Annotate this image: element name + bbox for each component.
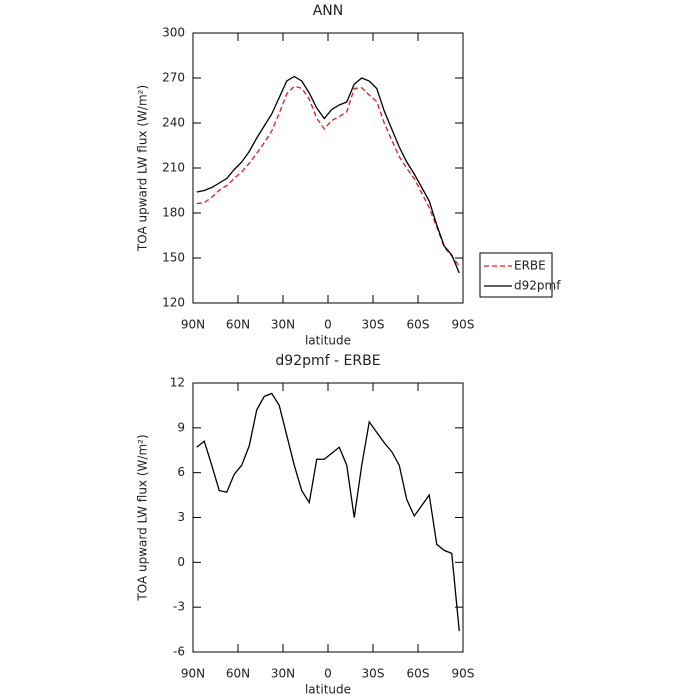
legend-label: d92pmf xyxy=(514,279,561,293)
x-tick-label: 60N xyxy=(226,667,250,681)
x-tick-label: 0 xyxy=(324,318,332,332)
x-tick-label: 30S xyxy=(362,318,385,332)
x-tick-label: 30N xyxy=(271,318,295,332)
y-tick-label: 9 xyxy=(177,420,185,434)
x-tick-label: 90N xyxy=(181,318,205,332)
y-tick-label: -3 xyxy=(173,600,185,614)
chart-title: ANN xyxy=(313,3,344,19)
chart-title: d92pmf - ERBE xyxy=(275,353,380,369)
series-line xyxy=(196,75,460,274)
x-tick-label: 0 xyxy=(324,667,332,681)
x-tick-label: 30S xyxy=(362,667,385,681)
y-tick-label: 120 xyxy=(162,296,185,310)
y-tick-label: 300 xyxy=(162,26,185,40)
y-axis-label: TOA upward LW flux (W/m²) xyxy=(136,85,150,252)
x-tick-label: 90S xyxy=(452,318,475,332)
y-tick-label: 0 xyxy=(177,555,185,569)
legend-box xyxy=(479,252,553,298)
y-tick-label: 12 xyxy=(170,376,185,390)
x-tick-label: 30N xyxy=(271,667,295,681)
y-tick-label: 270 xyxy=(162,71,185,85)
x-tick-label: 60S xyxy=(407,667,430,681)
legend-label: ERBE xyxy=(514,259,546,273)
y-tick-label: 210 xyxy=(162,161,185,175)
x-axis-label: latitude xyxy=(305,683,351,697)
y-tick-label: 3 xyxy=(177,510,185,524)
x-tick-label: 60S xyxy=(407,318,430,332)
y-tick-label: 150 xyxy=(162,251,185,265)
x-tick-label: 60N xyxy=(226,318,250,332)
y-axis-label: TOA upward LW flux (W/m²) xyxy=(136,434,150,601)
y-tick-label: 180 xyxy=(162,206,185,220)
y-tick-label: 6 xyxy=(177,465,185,479)
x-axis-label: latitude xyxy=(305,334,351,348)
y-tick-label: 240 xyxy=(162,116,185,130)
series-line xyxy=(196,392,460,632)
y-tick-label: -6 xyxy=(173,645,185,659)
plot-frame xyxy=(192,382,464,653)
plot-frame xyxy=(192,32,464,304)
x-tick-label: 90N xyxy=(181,667,205,681)
x-tick-label: 90S xyxy=(452,667,475,681)
series-line xyxy=(196,85,460,267)
